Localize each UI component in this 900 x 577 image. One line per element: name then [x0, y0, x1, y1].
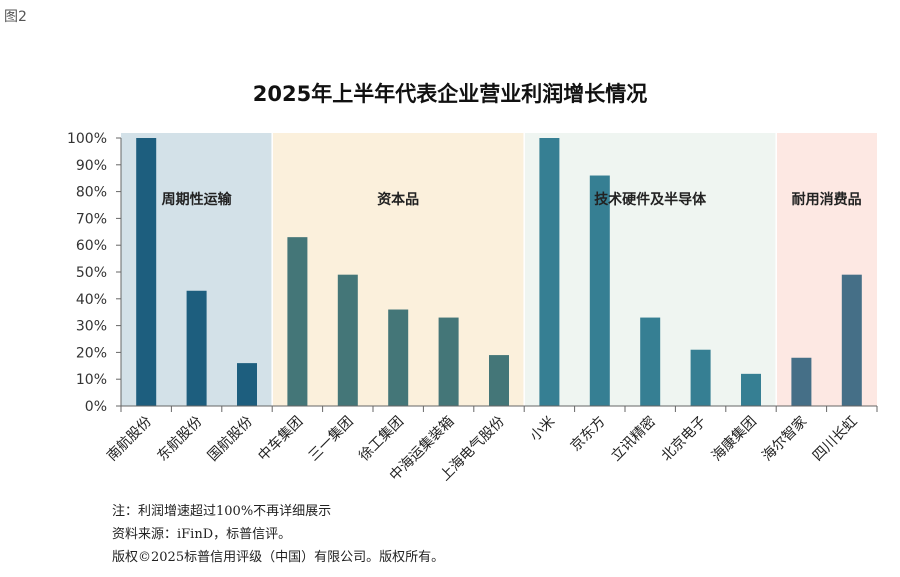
footnotes: 注：利润增速超过100%不再详细展示 资料来源：iFinD，标普信评。 版权©2…	[112, 500, 444, 569]
bar	[489, 355, 509, 406]
bar	[136, 138, 157, 406]
x-tick-label: 三一集团	[305, 413, 357, 465]
bar	[741, 373, 761, 406]
bar	[186, 290, 207, 406]
chart-title: 2025年上半年代表企业营业利润增长情况	[252, 82, 648, 106]
group-label: 资本品	[377, 191, 419, 208]
bar	[539, 138, 560, 406]
x-tick-label: 国航股份	[205, 414, 256, 465]
group-background	[776, 133, 877, 406]
bar	[388, 309, 409, 406]
y-tick-label: 30%	[76, 319, 107, 335]
y-tick-label: 20%	[76, 345, 107, 361]
bar	[690, 349, 711, 406]
group-label: 技术硬件及半导体	[594, 191, 707, 208]
x-tick-label: 徐工集团	[355, 413, 407, 465]
footnote-copyright: 版权©2025标普信用评级（中国）有限公司。版权所有。	[112, 550, 445, 565]
y-tick-label: 70%	[76, 211, 107, 227]
y-tick-label: 60%	[76, 238, 107, 254]
group-label: 周期性运输	[162, 191, 233, 208]
y-tick-label: 0%	[85, 399, 107, 415]
bar	[841, 274, 862, 406]
x-tick-label: 北京电子	[659, 414, 710, 465]
bar	[791, 357, 812, 406]
x-tick-label: 东航股份	[155, 414, 206, 465]
footnote-source: 资料来源：iFinD，标普信评。	[112, 527, 292, 542]
bar	[640, 317, 661, 406]
x-tick-label: 京东方	[568, 414, 609, 455]
footnote-note: 注：利润增速超过100%不再详细展示	[112, 504, 332, 519]
bar	[589, 175, 610, 406]
x-tick-label: 海康集团	[708, 413, 760, 465]
y-tick-label: 50%	[76, 265, 107, 281]
x-tick-label: 立讯精密	[607, 413, 659, 465]
bar	[237, 363, 257, 406]
x-tick-label: 小米	[527, 414, 558, 445]
bar	[337, 274, 358, 406]
y-tick-label: 40%	[76, 292, 107, 308]
axes	[116, 137, 878, 412]
bar	[438, 317, 459, 406]
y-tick-label: 100%	[67, 131, 107, 147]
x-tick-label: 南航股份	[104, 414, 155, 465]
x-tick-label: 中车集团	[255, 413, 307, 465]
y-tick-label: 90%	[76, 158, 107, 174]
y-tick-label: 80%	[76, 185, 107, 201]
bar	[287, 237, 308, 406]
figure-label: 图2	[4, 9, 27, 25]
y-tick-label: 10%	[76, 372, 107, 388]
bars	[136, 138, 862, 406]
x-tick-label: 海尔智家	[759, 413, 811, 465]
group-label: 耐用消费品	[792, 191, 862, 208]
x-tick-label: 四川长虹	[810, 414, 861, 465]
